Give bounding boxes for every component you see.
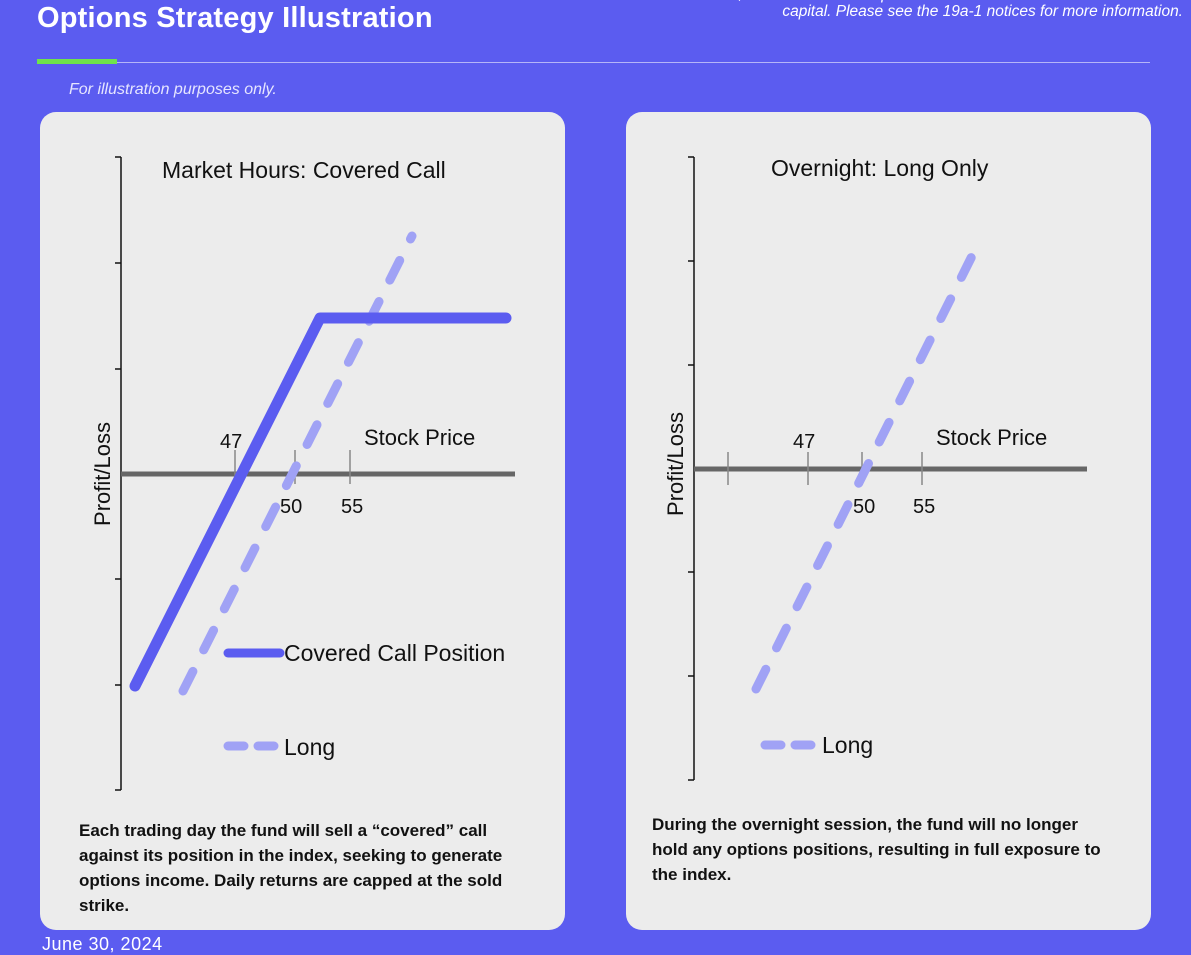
y-axis-label: Profit/Loss — [663, 412, 688, 516]
series-long-line — [751, 233, 986, 694]
x-axis-label: Stock Price — [364, 425, 475, 450]
legend-label-covered-call: Covered Call Position — [284, 640, 505, 666]
series-long-line — [178, 231, 417, 696]
covered-call-chart: Market Hours: Covered Call Profit/Loss S… — [90, 156, 515, 791]
chart-title: Market Hours: Covered Call — [162, 157, 446, 183]
x-tick-label-47: 47 — [220, 431, 242, 453]
chart-caption: During the overnight session, the fund w… — [652, 815, 1101, 884]
y-axis-label: Profit/Loss — [90, 422, 115, 526]
chart-caption: Each trading day the fund will sell a “c… — [79, 821, 503, 915]
legend-label-long: Long — [822, 732, 873, 758]
chart-panel-market-hours: Market Hours: Covered Call Profit/Loss S… — [40, 112, 565, 930]
x-tick-label-50: 50 — [853, 496, 875, 518]
disclosure-text: funds, the distribution composition was … — [701, 0, 1184, 20]
legend-label-long: Long — [284, 734, 335, 760]
footer-date: June 30, 2024 — [42, 934, 163, 954]
header-accent-bar — [37, 59, 117, 64]
x-tick-label-50: 50 — [280, 496, 302, 518]
chart-panel-overnight: Overnight: Long Only Profit/Loss Stock P… — [626, 112, 1151, 930]
overnight-long-chart: Overnight: Long Only Profit/Loss Stock P… — [663, 155, 1087, 781]
series-covered-call-line — [129, 312, 512, 692]
x-tick-label-47: 47 — [793, 431, 815, 453]
chart-title: Overnight: Long Only — [771, 155, 989, 181]
header-divider — [37, 62, 1150, 63]
x-tick-label-55: 55 — [341, 496, 363, 518]
page-title: Options Strategy Illustration — [37, 2, 433, 34]
x-tick-label-55: 55 — [913, 496, 935, 518]
x-axis-label: Stock Price — [936, 425, 1047, 450]
illustration-note: For illustration purposes only. — [69, 81, 277, 98]
